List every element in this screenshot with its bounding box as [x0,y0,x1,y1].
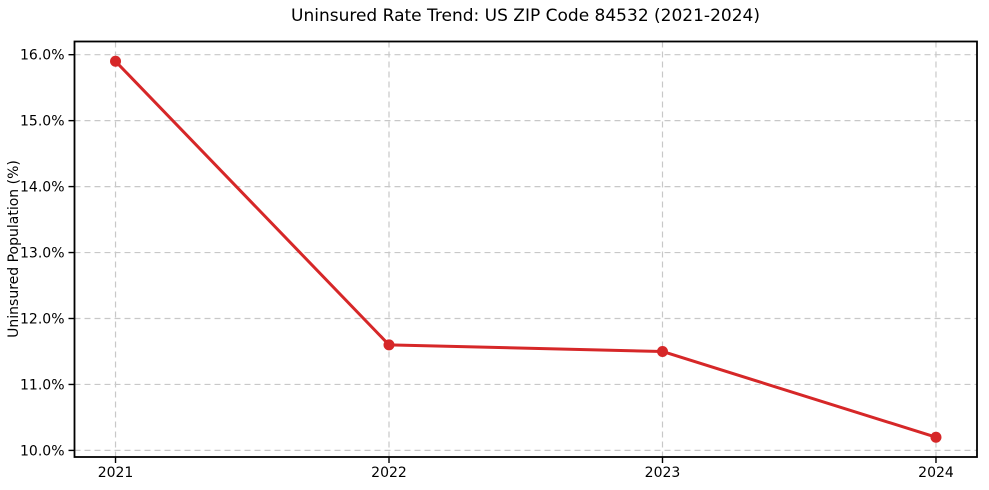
y-tick-label: 11.0% [20,377,64,393]
data-point-2023 [656,345,668,357]
y-tick-label: 13.0% [20,246,64,262]
plot-border [73,40,978,458]
x-tick-label: 2021 [98,465,134,481]
y-tick-label: 10.0% [20,443,64,459]
x-tick-label: 2023 [645,465,681,481]
y-tick-label: 12.0% [20,312,64,328]
data-point-2024 [930,431,942,443]
y-tick-label: 16.0% [20,48,64,64]
y-tick-label: 15.0% [20,114,64,130]
data-point-2022 [383,339,395,351]
x-tick-label: 2024 [918,465,954,481]
data-point-2021 [110,55,122,67]
trend-line [114,59,938,439]
y-tick-label: 14.0% [20,180,64,196]
chart-title: Uninsured Rate Trend: US ZIP Code 84532 … [291,6,760,26]
x-tick-label: 2022 [371,465,407,481]
